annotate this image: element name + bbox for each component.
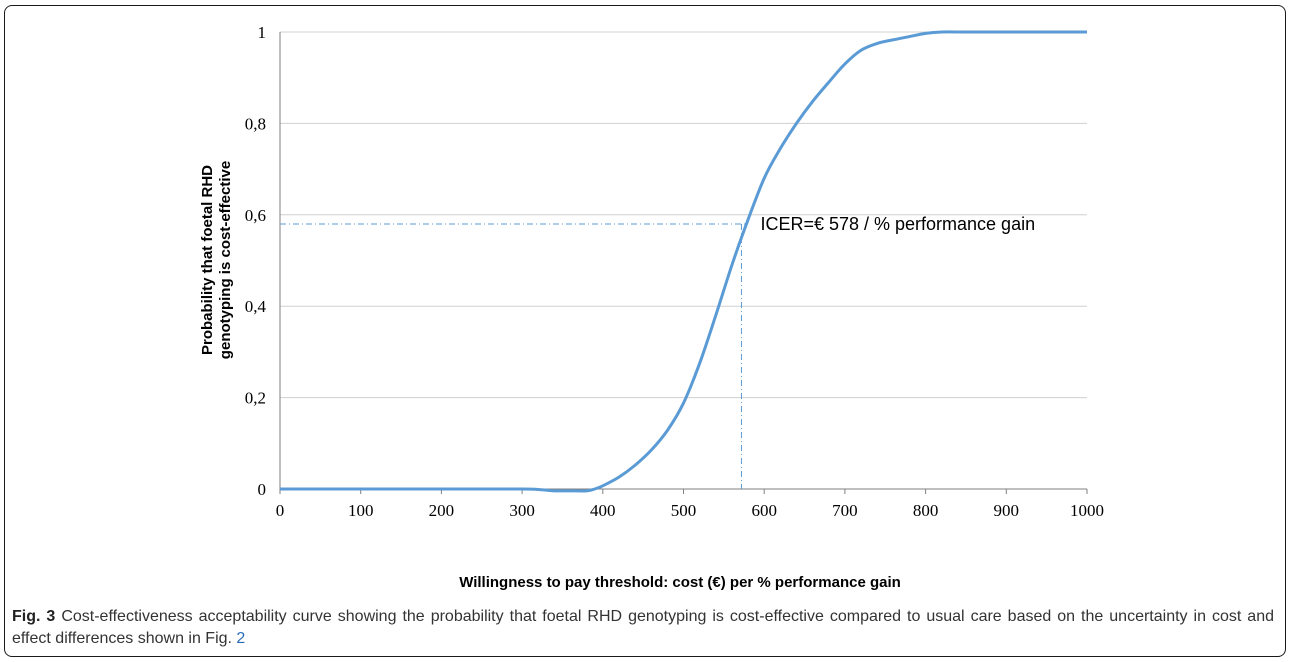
- caption-text: Cost-effectiveness acceptability curve s…: [12, 608, 1275, 647]
- figure-label: Fig. 3: [12, 608, 56, 625]
- x-tick-label: 0: [276, 501, 285, 520]
- axes: [279, 32, 1088, 494]
- x-tick-label: 1000: [1070, 501, 1104, 520]
- y-tick-label: 0,4: [245, 297, 267, 316]
- x-tick-label: 500: [671, 501, 697, 520]
- icer-reference-lines: [280, 223, 747, 489]
- series-layer: [280, 30, 1087, 493]
- y-tick-label: 0,8: [245, 114, 266, 133]
- y-tick-label: 0,6: [245, 206, 266, 225]
- x-axis-title: Willingness to pay threshold: cost (€) p…: [459, 574, 901, 591]
- x-tick-label: 600: [751, 501, 777, 520]
- x-tick-label: 800: [913, 501, 939, 520]
- acceptability-curve: [280, 30, 1087, 493]
- x-tick-label: 700: [832, 501, 858, 520]
- x-tick-label: 300: [509, 501, 535, 520]
- y-axis-title-line-1: Probability that foetal RHD: [199, 165, 216, 355]
- y-tick-label: 0: [258, 480, 267, 499]
- x-tick-label: 400: [590, 501, 616, 520]
- y-tick-label: 0,2: [245, 389, 266, 408]
- figure-caption: Fig. 3 Cost-effectiveness acceptability …: [12, 606, 1274, 650]
- x-tick-labels: 0 100 200 300 400 500 600 700 800 900 1000: [276, 501, 1104, 520]
- acceptability-chart: 0 100 200 300 400 500 600 700 800 900 1000 0 0,2 0,4…: [199, 23, 1104, 591]
- figure-frame: [4, 5, 1286, 657]
- figure-reference-link[interactable]: 2: [236, 630, 246, 647]
- icer-annotation: ICER=€ 578 / % performance gain: [760, 214, 1035, 234]
- x-tick-label: 900: [994, 501, 1020, 520]
- y-axis-title-line-2: genotyping is cost-effective: [217, 161, 234, 359]
- x-tick-label: 100: [348, 501, 374, 520]
- y-axis-title: Probability that foetal RHD genotyping i…: [199, 161, 234, 359]
- y-tick-label: 1: [258, 23, 267, 42]
- y-tick-labels: 0 0,2 0,4 0,6 0,8 1: [245, 23, 267, 499]
- x-tick-label: 200: [429, 501, 455, 520]
